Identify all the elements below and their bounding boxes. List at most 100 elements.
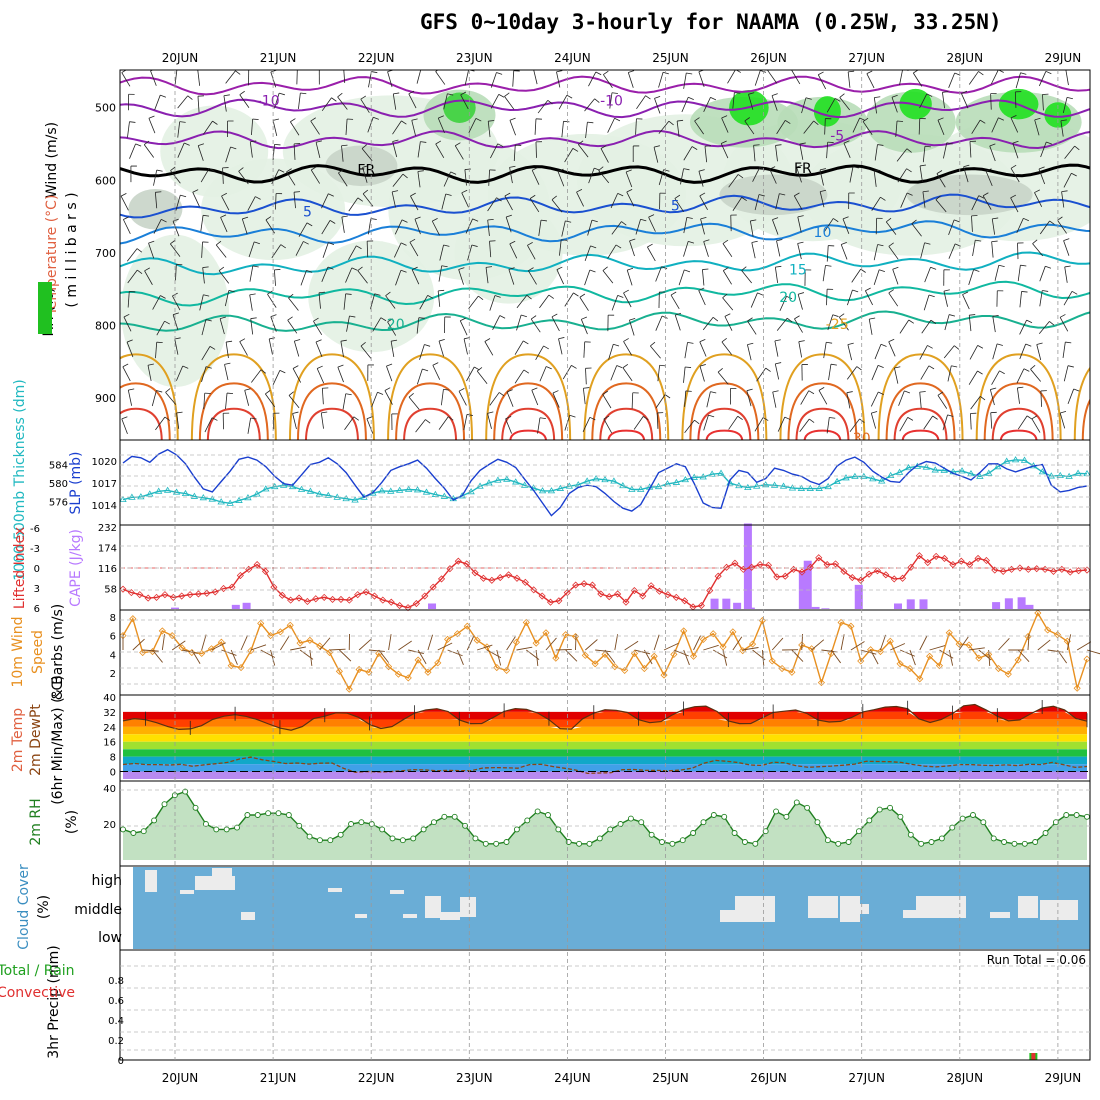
wind-barb (539, 366, 547, 382)
precip-tick: 0.6 (108, 996, 124, 1007)
pressure-tick: 700 (95, 247, 116, 260)
thickness-line-point (262, 485, 270, 492)
rh-line-point (762, 828, 769, 835)
wind-barb (948, 243, 956, 259)
wind-barb-flag (625, 169, 632, 173)
wind-barb (177, 95, 189, 109)
wind-barb-flag (156, 169, 163, 172)
thickness-tick: 576 (49, 498, 68, 509)
wind-barb-flag (722, 239, 729, 244)
lifted-index-line-point (136, 591, 144, 599)
rh2m-label: 2m RH (28, 798, 44, 845)
wind-barb-flag (627, 267, 634, 271)
wind-barb (700, 218, 705, 235)
wind-barb-flag (951, 365, 958, 368)
lifted-index-line-point (203, 589, 211, 597)
wind-barb-flag (591, 219, 598, 223)
wind-speed-line-point (473, 636, 481, 644)
wind-barb (368, 71, 372, 88)
wind-barb-flag (528, 267, 534, 272)
wind-barb-flag (785, 120, 791, 124)
wind-barb (385, 295, 396, 309)
wind-barb-flag (216, 240, 222, 246)
wind-barb (847, 344, 853, 361)
rh-line-point (659, 839, 665, 845)
wind-barb (127, 269, 138, 284)
isotherm-label: -10 (600, 94, 623, 110)
wind-barb-flag (998, 264, 1005, 268)
wind-speed-line-point (1073, 684, 1081, 692)
wind-barb (588, 71, 597, 87)
wind-barb (847, 71, 851, 88)
wind-barb (275, 193, 277, 210)
wind-barb (1039, 290, 1043, 307)
wind-speed-line-point (1024, 632, 1032, 641)
thickness-line-point (556, 484, 565, 491)
wind-barb (321, 97, 332, 112)
lifted-index-line-point (672, 593, 680, 601)
wind-speed-line-point (129, 615, 137, 623)
wind-speed-line-point (581, 651, 589, 659)
wind-tick: 8 (110, 613, 116, 624)
wind-barb (751, 242, 756, 259)
wind-barb-flag (558, 337, 565, 340)
wind-barb-flag (179, 121, 186, 123)
wind-barb (537, 100, 549, 114)
wind-barb (935, 199, 947, 213)
wind-barb-flag (775, 362, 782, 365)
wind-barb-flag (1071, 172, 1077, 177)
wind-barb (626, 191, 635, 207)
chart-title: GFS 0~10day 3-hourly for NAAMA (0.25W, 3… (420, 10, 1002, 34)
rh-line-point (202, 821, 209, 827)
wind-speed-line-point (503, 666, 511, 674)
thickness-line-point (163, 486, 172, 493)
wind-barb-flag (989, 143, 996, 147)
wind-barb-flag (935, 195, 941, 200)
lifted-index-line-point (572, 581, 580, 589)
wind-barb (1063, 365, 1069, 382)
wind10-barb (673, 649, 689, 657)
wind-barb-flag (300, 92, 307, 95)
lifted-index-line-point (873, 567, 882, 575)
cloud-block (195, 876, 235, 890)
wind-barb (947, 365, 952, 382)
wind-barb (367, 218, 372, 235)
wind-barb (684, 342, 688, 359)
wind-barb (292, 368, 302, 383)
wind10-barb (466, 635, 475, 651)
cloud-level-label: high (91, 873, 122, 889)
wind-barb-flag (1057, 216, 1063, 221)
wind-barb-flag (1034, 117, 1041, 121)
thickness-line-point (181, 489, 190, 497)
lifted-index-line-point (697, 602, 705, 610)
wind-barb (962, 294, 970, 310)
wind-speed-line-point (1014, 656, 1022, 664)
wind-barb-flag (466, 413, 473, 416)
wind-barb-flag (377, 391, 384, 395)
wind-barb-flag (244, 388, 251, 391)
dewpt2m-label: 2m DewPt (28, 704, 44, 776)
wind-speed-line-point (975, 654, 983, 662)
wind-barb-flag (603, 415, 610, 420)
wind-barb (653, 147, 659, 163)
wind-speed-line-point (394, 670, 402, 678)
wind-barb (318, 292, 321, 309)
wind-barb (315, 142, 321, 158)
wind-barb-flag (825, 264, 832, 267)
wind10-barb (171, 640, 186, 651)
wind-barb (944, 314, 950, 331)
wind-barb (824, 218, 834, 232)
wind-barb (658, 169, 664, 186)
isotherm-line (120, 75, 1090, 96)
rh-line-point (876, 806, 883, 813)
axis-labels: 20JUN20JUN21JUN21JUN22JUN22JUN23JUN23JUN… (30, 51, 1081, 1085)
wind-barb (942, 414, 948, 431)
wind-barb-flag (721, 115, 728, 119)
wind-barb (1036, 344, 1042, 361)
temp-band (123, 764, 1087, 772)
wind-barb (219, 318, 225, 335)
wind-barb (126, 248, 138, 262)
wind-barb-flag (269, 337, 276, 340)
wind-speed-line-point (965, 641, 973, 649)
